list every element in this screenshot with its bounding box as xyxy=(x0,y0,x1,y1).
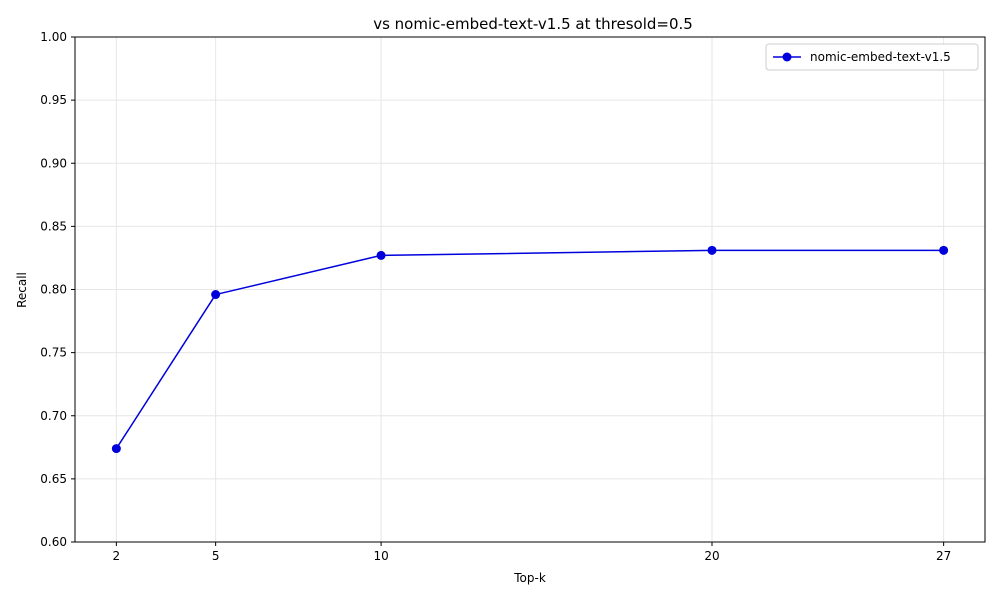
data-point xyxy=(707,245,717,255)
y-tick-label: 0.85 xyxy=(40,219,67,233)
legend-entry: nomic-embed-text-v1.5 xyxy=(810,50,951,64)
x-axis-ticks: 2 5 10 20 27 xyxy=(113,542,951,563)
legend: nomic-embed-text-v1.5 xyxy=(765,43,979,71)
y-axis-ticks: 0.60 0.65 0.70 0.75 0.80 0.85 0.90 0.95 1.00 xyxy=(40,30,75,549)
x-tick-label: 5 xyxy=(212,549,220,563)
y-tick-label: 0.95 xyxy=(40,93,67,107)
y-axis-label: Recall xyxy=(15,272,29,308)
x-tick-label: 27 xyxy=(936,549,951,563)
x-tick-label: 20 xyxy=(704,549,719,563)
x-tick-label: 2 xyxy=(113,549,121,563)
y-tick-label: 1.00 xyxy=(40,30,67,44)
x-tick-label: 10 xyxy=(373,549,388,563)
y-tick-label: 0.65 xyxy=(40,472,67,486)
data-point xyxy=(376,250,386,260)
legend-marker-swatch xyxy=(782,52,792,62)
chart-title: vs nomic-embed-text-v1.5 at thresold=0.5 xyxy=(373,15,693,33)
y-tick-label: 0.90 xyxy=(40,156,67,170)
data-point xyxy=(211,290,221,300)
legend-box xyxy=(765,43,979,71)
data-point xyxy=(939,245,949,255)
y-tick-label: 0.70 xyxy=(40,409,67,423)
x-axis-label: Top-k xyxy=(513,571,546,585)
y-tick-label: 0.75 xyxy=(40,346,67,360)
data-point xyxy=(111,444,121,454)
y-tick-label: 0.80 xyxy=(40,283,67,297)
y-tick-label: 0.60 xyxy=(40,535,67,549)
series-layer xyxy=(111,245,949,454)
